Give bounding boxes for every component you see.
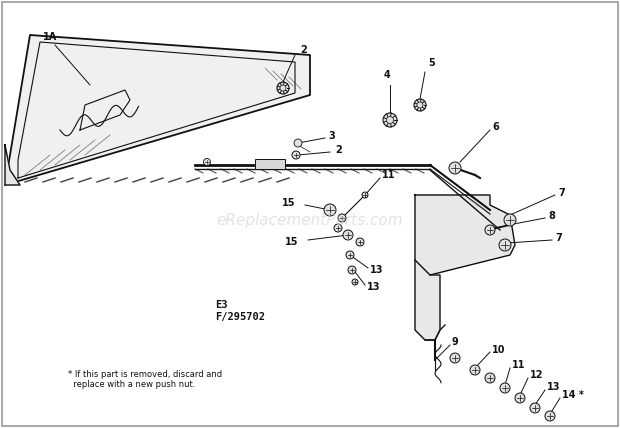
Circle shape — [386, 116, 394, 124]
Text: 15: 15 — [281, 198, 295, 208]
Circle shape — [504, 214, 516, 226]
Circle shape — [294, 139, 302, 147]
Text: eReplacementParts.com: eReplacementParts.com — [216, 212, 404, 228]
Circle shape — [362, 192, 368, 198]
Circle shape — [292, 151, 300, 159]
Text: 13: 13 — [370, 265, 384, 275]
Text: 7: 7 — [558, 188, 565, 198]
Circle shape — [356, 238, 364, 246]
Polygon shape — [5, 35, 310, 185]
Text: 14 *: 14 * — [562, 390, 584, 400]
Circle shape — [348, 266, 356, 274]
Text: 11: 11 — [382, 170, 396, 180]
Circle shape — [334, 224, 342, 232]
Circle shape — [383, 113, 397, 127]
Circle shape — [485, 373, 495, 383]
Polygon shape — [415, 260, 440, 340]
Circle shape — [346, 251, 354, 259]
Circle shape — [515, 393, 525, 403]
Circle shape — [338, 214, 346, 222]
Circle shape — [352, 279, 358, 285]
Text: 12: 12 — [530, 370, 544, 380]
Text: 5: 5 — [428, 58, 435, 68]
Circle shape — [449, 162, 461, 174]
Text: 9: 9 — [452, 337, 459, 347]
Text: 10: 10 — [492, 345, 505, 355]
Text: 15: 15 — [285, 237, 298, 247]
Text: 2: 2 — [300, 45, 307, 55]
Circle shape — [414, 99, 426, 111]
Circle shape — [324, 204, 336, 216]
Bar — [255, 159, 285, 169]
Text: 2: 2 — [335, 145, 342, 155]
Circle shape — [450, 353, 460, 363]
Text: * If this part is removed, discard and
  replace with a new push nut.: * If this part is removed, discard and r… — [68, 370, 222, 389]
Text: 8: 8 — [548, 211, 555, 221]
Circle shape — [499, 239, 511, 251]
Circle shape — [417, 102, 423, 108]
Polygon shape — [5, 145, 20, 185]
Circle shape — [280, 85, 286, 91]
Circle shape — [500, 383, 510, 393]
Text: 4: 4 — [384, 70, 391, 80]
Circle shape — [530, 403, 540, 413]
Circle shape — [485, 225, 495, 235]
Polygon shape — [415, 195, 515, 275]
Text: E3
F/295702: E3 F/295702 — [215, 300, 265, 321]
Text: 11: 11 — [512, 360, 526, 370]
Text: 1A: 1A — [43, 32, 57, 42]
Text: 13: 13 — [547, 382, 560, 392]
Circle shape — [203, 158, 211, 166]
Circle shape — [545, 411, 555, 421]
Text: 13: 13 — [367, 282, 381, 292]
Text: 3: 3 — [328, 131, 335, 141]
Circle shape — [343, 230, 353, 240]
Circle shape — [470, 365, 480, 375]
Text: 7: 7 — [555, 233, 562, 243]
Text: 6: 6 — [492, 122, 498, 132]
Circle shape — [277, 82, 289, 94]
